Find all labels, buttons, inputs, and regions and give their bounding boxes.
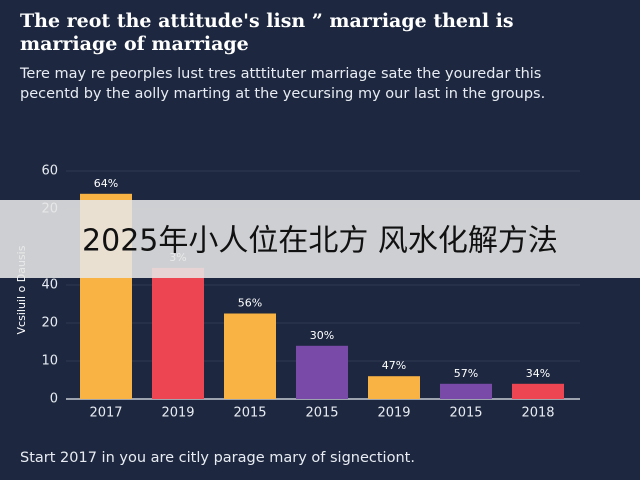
y-tick-label: 0 [50, 392, 58, 407]
banner-bg [0, 200, 640, 278]
x-tick-label: 2015 [305, 406, 338, 421]
x-tick-label: 2018 [521, 406, 554, 421]
y-tick-label: 60 [41, 164, 58, 179]
bar [440, 383, 492, 399]
x-tick-label: 2017 [89, 406, 122, 421]
bar [512, 383, 564, 399]
y-tick-label: 10 [41, 354, 58, 369]
bar [224, 313, 276, 399]
subtitle-line: pecentd by the aolly marting at the yecu… [20, 86, 545, 102]
bar [296, 345, 348, 399]
banner-text: 2025年小人位在北方 风水化解方法 [82, 224, 558, 259]
y-tick-label: 20 [41, 316, 58, 331]
bar-annotation: 30% [310, 329, 334, 342]
footer: Start 2017 in you are citly parage mary … [20, 450, 415, 466]
bar [368, 376, 420, 399]
x-tick-label: 2015 [233, 406, 266, 421]
bar-annotation: 57% [454, 367, 478, 380]
bar-annotation: 34% [526, 367, 550, 380]
y-tick-label: 40 [41, 278, 58, 293]
bar-annotation: 56% [238, 297, 262, 310]
title-line: The reot the attitude's lisn ” marriage … [20, 10, 514, 32]
title-line: marriage of marriage [20, 33, 249, 55]
x-tick-label: 2019 [161, 406, 194, 421]
bar [152, 267, 204, 399]
x-tick-label: 2015 [449, 406, 482, 421]
bar-annotation: 64% [94, 177, 118, 190]
bar-annotation: 47% [382, 359, 406, 372]
subtitle-line: Tere may re peorples lust tres atttitute… [19, 66, 541, 82]
x-tick-label: 2019 [377, 406, 410, 421]
